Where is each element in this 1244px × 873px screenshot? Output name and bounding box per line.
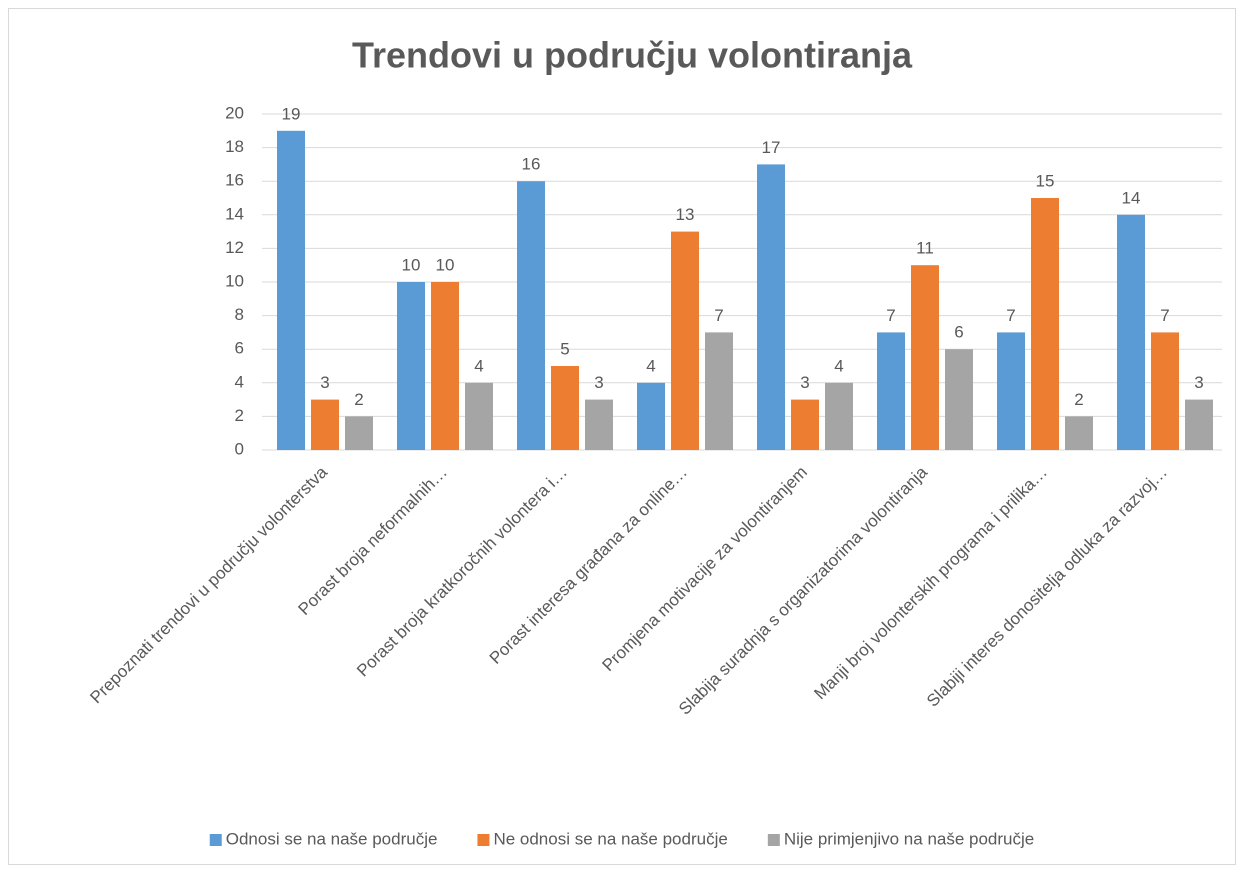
data-label: 11 (916, 239, 934, 258)
bar (997, 332, 1025, 450)
bar (671, 231, 699, 450)
data-label: 3 (800, 373, 809, 392)
legend-label: Odnosi se na naše područje (226, 829, 438, 848)
data-label: 2 (1074, 390, 1083, 409)
data-label: 3 (594, 373, 603, 392)
bar (791, 399, 819, 450)
bar (945, 349, 973, 450)
data-label: 13 (676, 205, 695, 224)
data-label: 10 (402, 255, 421, 274)
data-label: 6 (954, 323, 963, 342)
data-label: 7 (714, 306, 723, 325)
data-label: 7 (1006, 306, 1015, 325)
bar (585, 399, 613, 450)
y-tick-label: 12 (225, 238, 244, 257)
bar (1117, 214, 1145, 450)
y-tick-label: 8 (235, 305, 244, 324)
y-tick-label: 4 (235, 372, 244, 391)
legend-label: Nije primjenjivo na naše područje (784, 829, 1034, 848)
bar (757, 164, 785, 450)
data-label: 4 (834, 356, 843, 375)
bar (465, 382, 493, 450)
legend-swatch (767, 834, 780, 846)
data-label: 4 (646, 356, 655, 375)
data-label: 4 (474, 356, 483, 375)
data-label: 14 (1122, 188, 1141, 207)
y-tick-label: 10 (225, 271, 244, 290)
bar (1185, 399, 1213, 450)
data-label: 7 (1160, 306, 1169, 325)
data-label: 17 (762, 138, 781, 157)
y-tick-label: 0 (235, 439, 244, 458)
bar (877, 332, 905, 450)
y-tick-label: 18 (225, 137, 244, 156)
bar (345, 416, 373, 450)
legend-swatch (477, 834, 490, 846)
bar (431, 282, 459, 450)
y-tick-label: 20 (225, 103, 244, 122)
bar (1031, 198, 1059, 450)
bar (551, 366, 579, 450)
data-label: 3 (320, 373, 329, 392)
legend-label: Ne odnosi se na naše područje (493, 829, 727, 848)
bar (517, 181, 545, 450)
data-label: 3 (1194, 373, 1203, 392)
bar (911, 265, 939, 450)
bar (277, 130, 305, 451)
bar (1065, 416, 1093, 450)
bar (705, 332, 733, 450)
data-label: 5 (560, 339, 569, 358)
legend-swatch (209, 834, 222, 846)
bar (1151, 332, 1179, 450)
chart-title: Trendovi u području volontiranja (352, 35, 913, 76)
data-label: 19 (282, 104, 301, 123)
y-tick-label: 2 (235, 406, 244, 425)
data-label: 10 (436, 255, 455, 274)
bar (825, 382, 853, 450)
y-tick-label: 6 (235, 339, 244, 358)
bar (311, 399, 339, 450)
bar (637, 382, 665, 450)
bar (397, 282, 425, 450)
y-tick-label: 16 (225, 171, 244, 190)
data-label: 16 (522, 155, 541, 174)
data-label: 15 (1036, 171, 1055, 190)
data-label: 2 (354, 390, 363, 409)
data-label: 7 (886, 306, 895, 325)
y-tick-label: 14 (225, 204, 244, 223)
